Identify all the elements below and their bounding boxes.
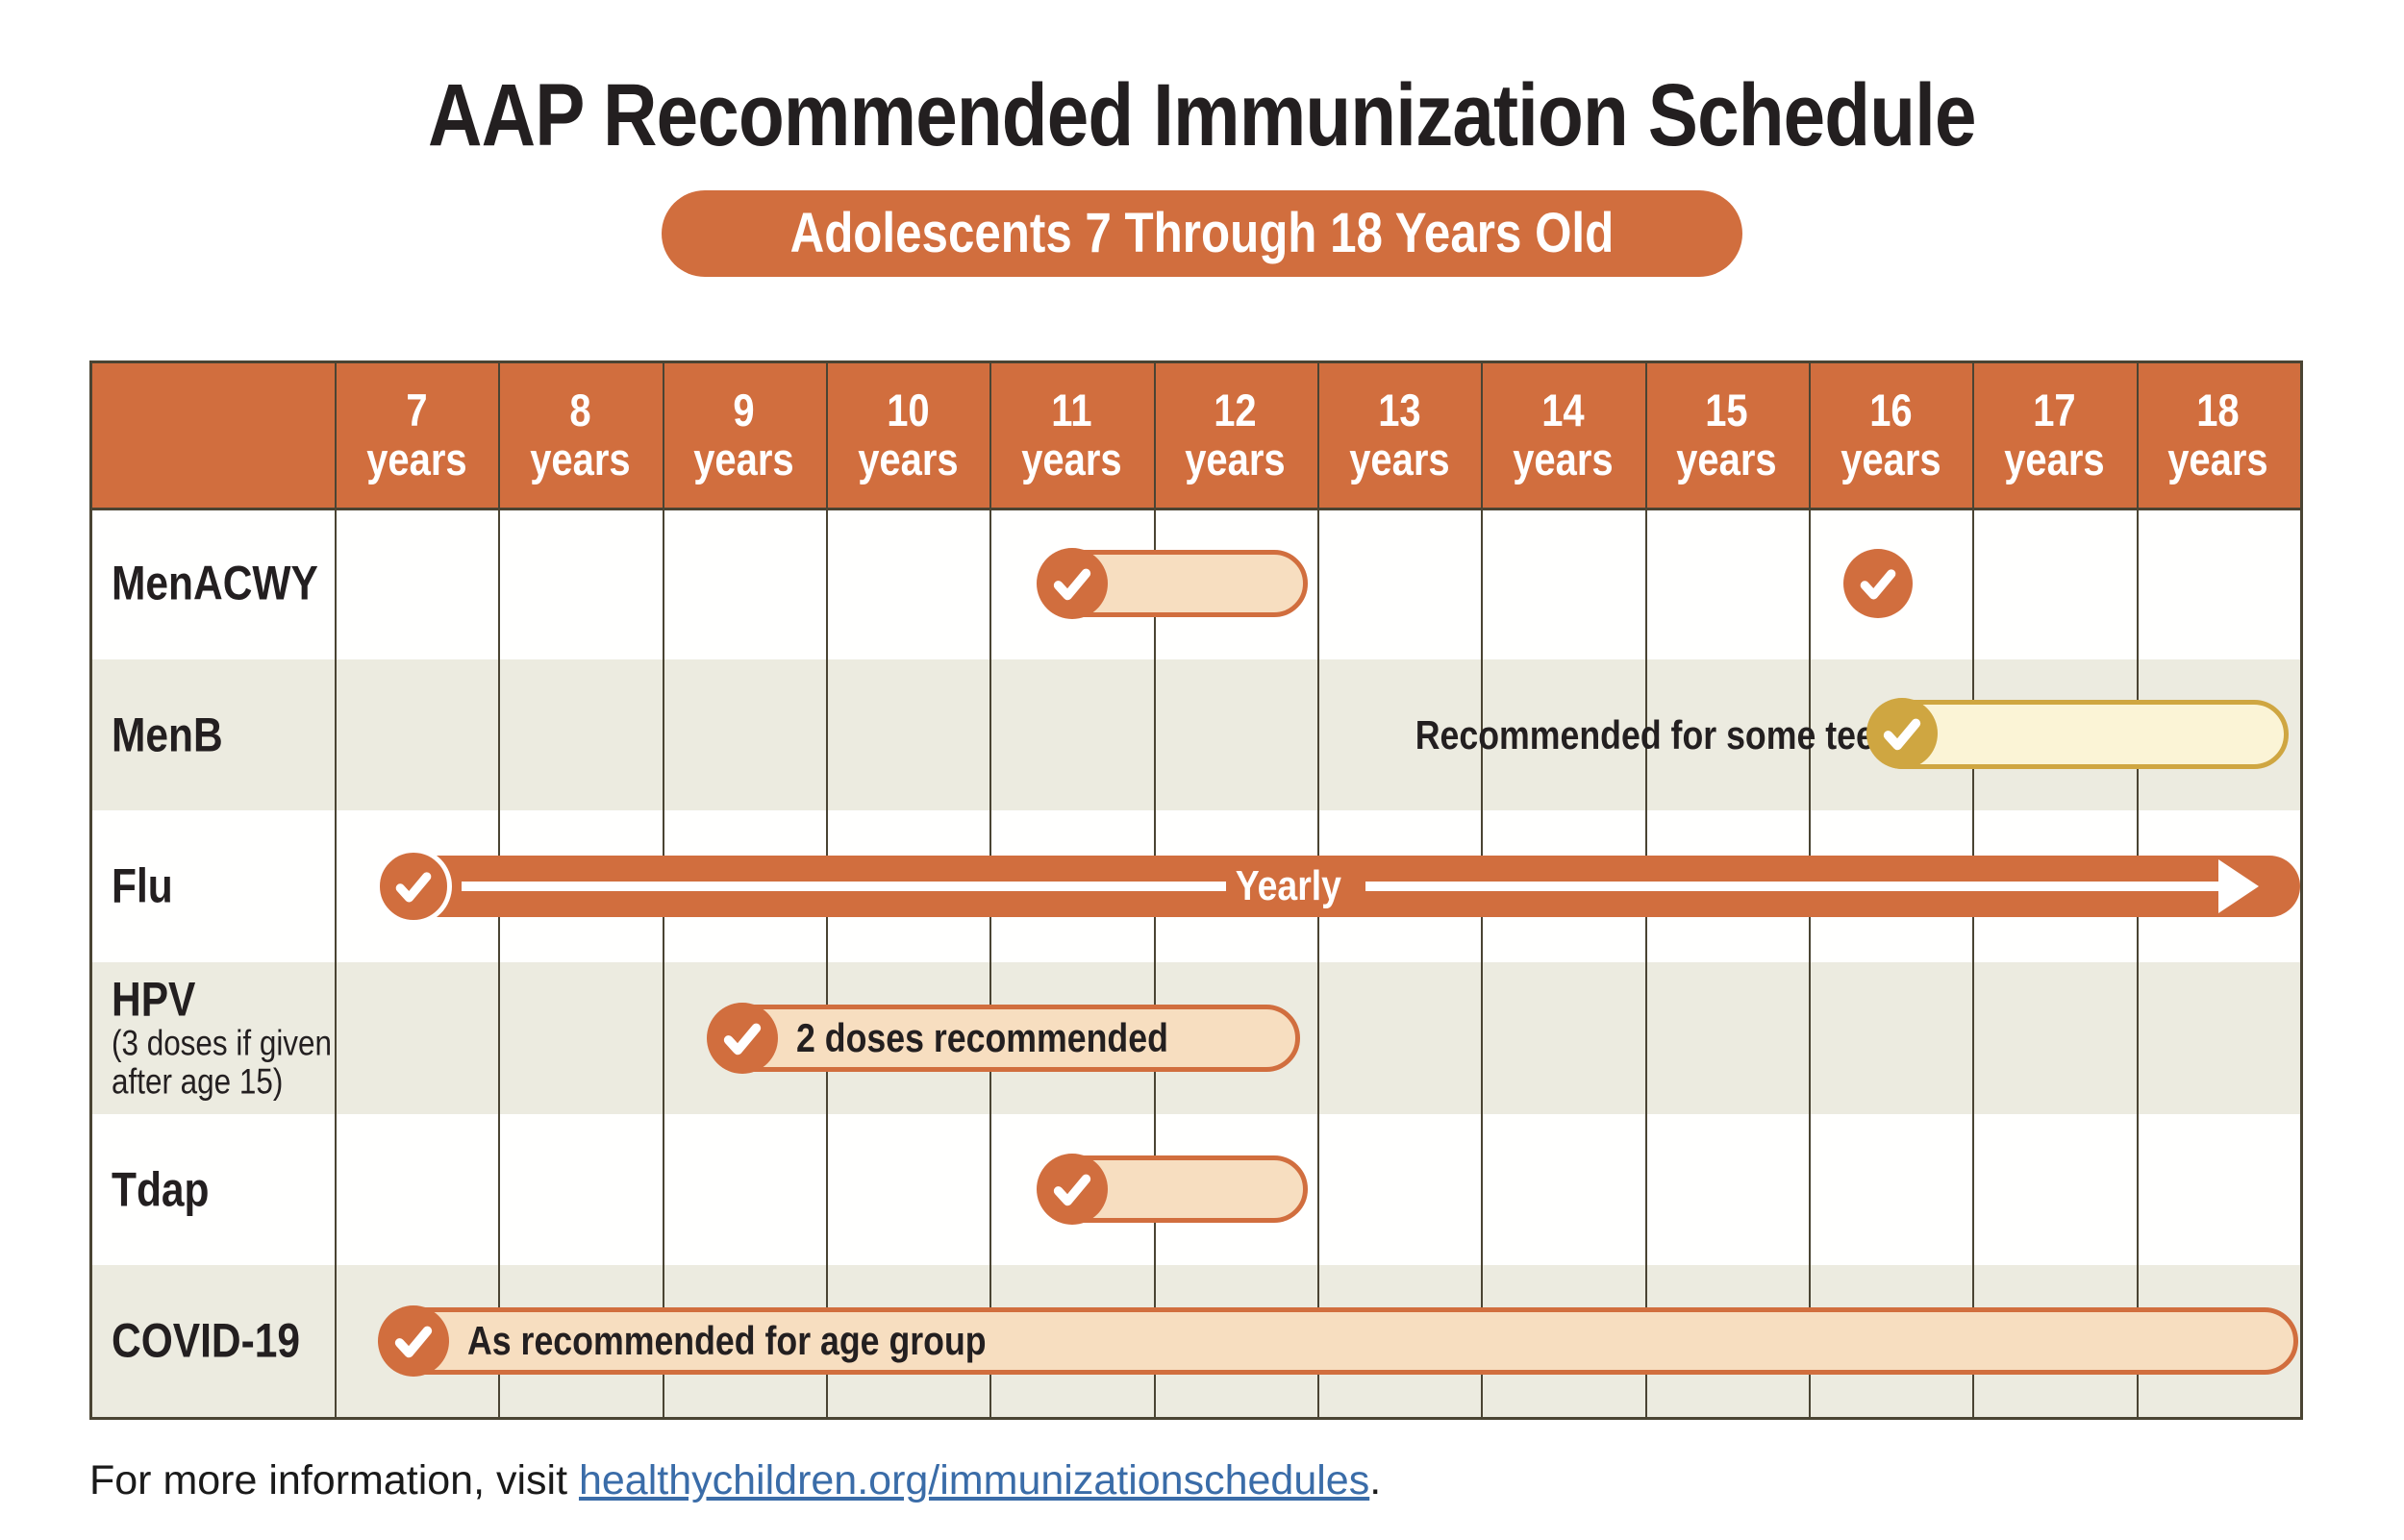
- check-icon: [375, 848, 452, 925]
- tdap-range-11-12-pill: [1037, 1154, 1308, 1225]
- check-icon: [1037, 1154, 1108, 1225]
- header-col-18-years: 18 years: [2167, 385, 2268, 484]
- row-label-menacwy: MenACWY: [112, 556, 318, 610]
- grid-line: [335, 363, 337, 1417]
- check-icon: [378, 1305, 449, 1377]
- page-title: AAP Recommended Immunization Schedule: [0, 65, 2404, 166]
- footer-link[interactable]: healthychildren.org/immunizationschedule…: [578, 1457, 1370, 1503]
- header-col-9-years: 9 years: [693, 385, 795, 484]
- menb-range-16-18-pill: [1866, 698, 2289, 769]
- header-col-8-years: 8 years: [530, 385, 631, 484]
- menb-note: Recommended for some teens: [1415, 711, 1916, 758]
- footer-text: For more information, visit: [89, 1457, 579, 1503]
- subtitle-text: Adolescents 7 Through 18 Years Old: [789, 202, 1615, 264]
- footer-note: For more information, visit healthychild…: [89, 1457, 1381, 1504]
- header-col-15-years: 15 years: [1676, 385, 1778, 484]
- row-sublabel-hpv-line2: after age 15): [112, 1061, 284, 1102]
- menacwy-dose-16-check-icon: [1843, 549, 1913, 618]
- row-label-menb: MenB: [112, 708, 223, 761]
- header-empty-cell: [92, 363, 335, 508]
- check-icon: [1866, 698, 1938, 769]
- header-col-13-years: 13 years: [1348, 385, 1450, 484]
- row-sublabel-hpv-line1: (3 doses if given: [112, 1023, 333, 1063]
- hpv-pill-label: 2 doses recommended: [796, 1015, 1168, 1060]
- row-label-hpv: HPV (3 doses if given after age 15): [112, 972, 333, 1102]
- row-label-flu: Flu: [112, 858, 173, 913]
- covid-range-7-18-pill: As recommended for age group: [378, 1305, 2298, 1377]
- menacwy-range-11-12-pill: [1037, 548, 1308, 619]
- subtitle-row: Adolescents 7 Through 18 Years Old: [0, 190, 2404, 277]
- header-col-10-years: 10 years: [857, 385, 959, 484]
- flu-bar-label: Yearly: [1235, 862, 1342, 909]
- check-icon: [707, 1003, 778, 1074]
- hpv-range-9-12-pill: 2 doses recommended: [707, 1003, 1300, 1074]
- footer-period: .: [1369, 1457, 1382, 1503]
- row-label-tdap: Tdap: [112, 1162, 210, 1216]
- subtitle-badge: Adolescents 7 Through 18 Years Old: [662, 190, 1742, 277]
- header-col-17-years: 17 years: [2004, 385, 2105, 484]
- header-divider: [92, 508, 2300, 510]
- row-label-covid: COVID-19: [112, 1313, 301, 1368]
- flu-yearly-bar: Yearly: [375, 848, 2300, 925]
- flu-bar-line: [1365, 882, 2221, 891]
- check-icon: [1037, 548, 1108, 619]
- table-header-row: 7 years 8 years 9 years 10 years 11 years 12 y…: [92, 363, 2300, 508]
- header-col-7-years: 7 years: [365, 385, 467, 484]
- arrow-right-icon: [2218, 859, 2259, 913]
- covid-pill-label: As recommended for age group: [467, 1318, 987, 1363]
- flu-bar-line: [462, 882, 1226, 891]
- schedule-table: 7 years 8 years 9 years 10 years 11 years 12 y…: [89, 360, 2303, 1420]
- page-title-text: AAP Recommended Immunization Schedule: [428, 66, 1976, 164]
- header-col-16-years: 16 years: [1840, 385, 1941, 484]
- header-col-12-years: 12 years: [1185, 385, 1287, 484]
- header-col-11-years: 11 years: [1021, 385, 1122, 484]
- header-col-14-years: 14 years: [1513, 385, 1614, 484]
